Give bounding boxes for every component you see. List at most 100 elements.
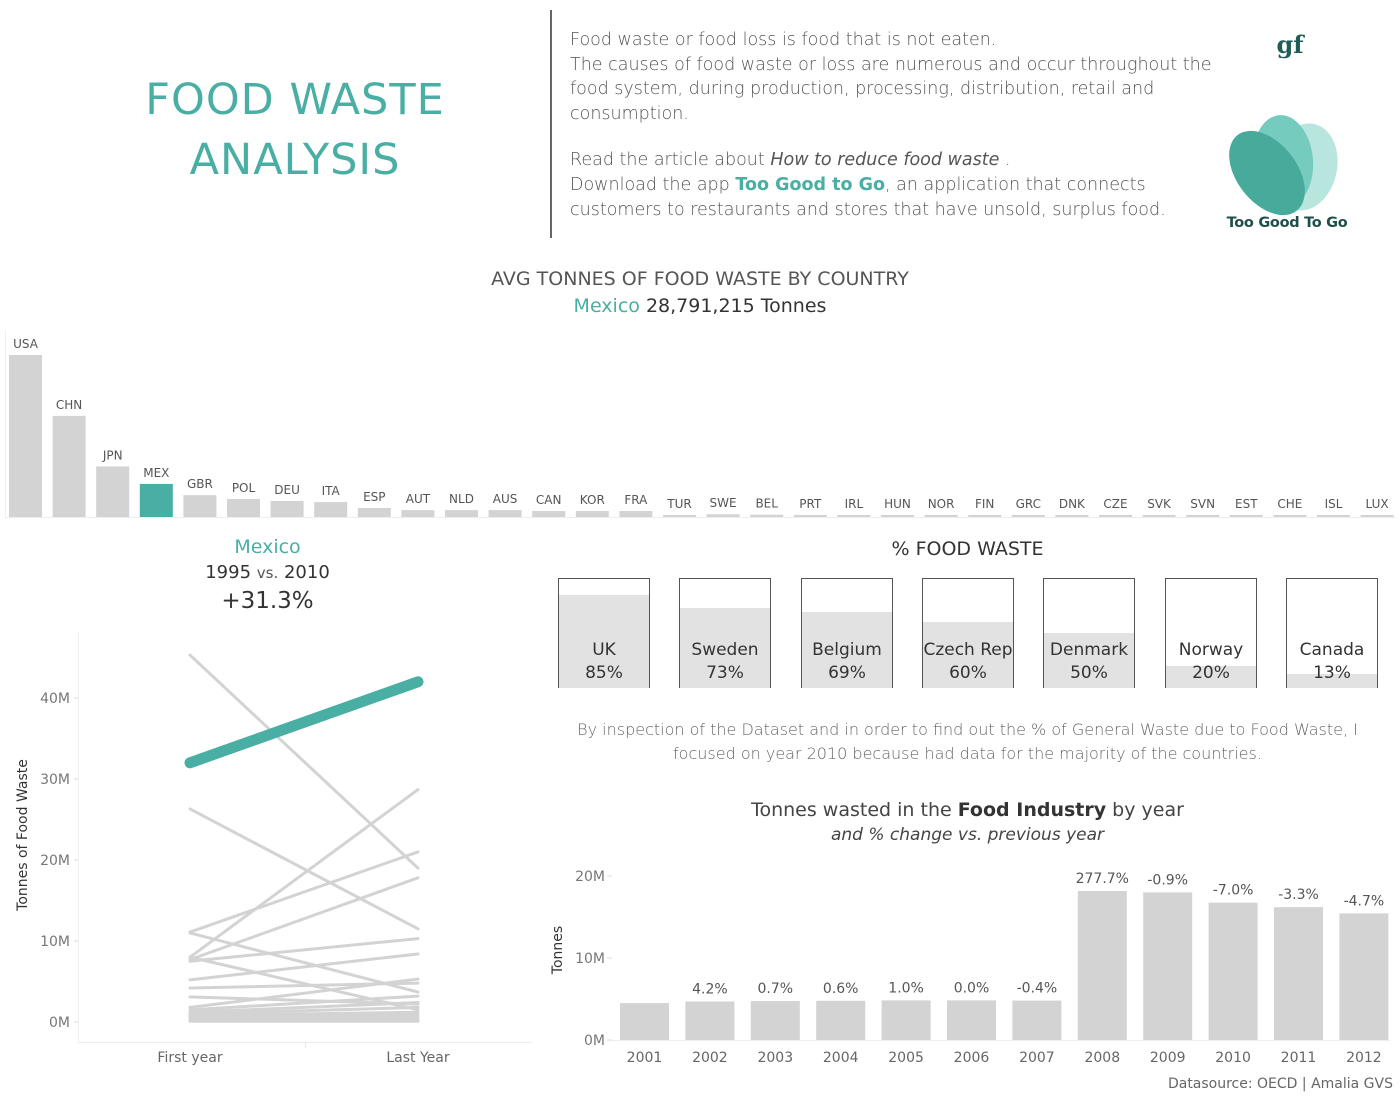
fi-x-label-2001: 2001 — [627, 1050, 663, 1066]
country-bar-chn[interactable] — [52, 415, 86, 517]
country-label-bel: BEL — [755, 497, 778, 511]
fi-bar-2001[interactable] — [620, 1003, 669, 1040]
country-bar-lux[interactable] — [1360, 515, 1394, 517]
country-bar-deu[interactable] — [270, 500, 304, 517]
fi-ytick-label: 20M — [575, 869, 605, 885]
pct-country-name: Canada — [1299, 640, 1365, 660]
fi-bar-2006[interactable] — [947, 1000, 996, 1040]
pct-box-belgium[interactable]: Belgium 69% — [801, 578, 893, 688]
fi-bar-2005[interactable] — [881, 1000, 931, 1040]
slope-line[interactable] — [188, 788, 420, 959]
pct-box-czech-rep[interactable]: Czech Rep 60% — [922, 578, 1014, 688]
slope-line[interactable] — [188, 994, 420, 1012]
fi-data-label-2004: 0.6% — [823, 981, 859, 997]
slope-line-mexico[interactable] — [184, 676, 424, 769]
slope-line[interactable] — [188, 1001, 420, 1014]
slope-line[interactable] — [188, 876, 420, 962]
country-bar-che[interactable] — [1273, 515, 1307, 517]
fi-x-label-2010: 2010 — [1215, 1050, 1251, 1066]
country-bar-svk[interactable] — [1142, 515, 1176, 517]
fi-bar-2012[interactable] — [1339, 913, 1389, 1040]
fi-bar-2008[interactable] — [1077, 891, 1127, 1040]
pct-label: Sweden 73% — [680, 639, 770, 685]
country-bar-aut[interactable] — [401, 510, 435, 517]
too-good-to-go-logo-icon[interactable] — [1225, 115, 1350, 240]
country-label-che: CHE — [1277, 497, 1302, 511]
fi-x-label-2011: 2011 — [1281, 1050, 1317, 1066]
article-line: Read the article about How to reduce foo… — [570, 148, 1220, 173]
country-bar-svn[interactable] — [1186, 515, 1220, 517]
fi-bar-2004[interactable] — [816, 1000, 866, 1040]
slope-line[interactable] — [188, 955, 420, 1012]
fi-x-label-2012: 2012 — [1346, 1050, 1382, 1066]
app-link[interactable]: Too Good to Go — [735, 174, 885, 195]
slope-x-label-last: Last Year — [386, 1050, 449, 1066]
country-bar-dnk[interactable] — [1055, 515, 1089, 517]
country-bar-mex[interactable] — [139, 483, 173, 517]
country-bar-jpn[interactable] — [96, 466, 130, 517]
country-bar-cze[interactable] — [1099, 515, 1132, 517]
country-bar-nld[interactable] — [445, 510, 478, 517]
country-label-swe: SWE — [710, 496, 737, 510]
pct-box-canada[interactable]: Canada 13% — [1286, 578, 1378, 688]
country-bar-ita[interactable] — [314, 502, 348, 517]
slope-line[interactable] — [188, 850, 420, 934]
country-bar-can[interactable] — [532, 511, 566, 517]
slope-line[interactable] — [188, 1005, 420, 1016]
slope-line[interactable] — [188, 1013, 420, 1019]
country-label-cze: CZE — [1103, 497, 1127, 511]
country-label-tur: TUR — [666, 497, 691, 511]
fi-bar-2003[interactable] — [750, 1001, 800, 1040]
country-bar-tur[interactable] — [663, 515, 696, 517]
country-bar-isl[interactable] — [1317, 515, 1350, 517]
slope-line[interactable] — [188, 807, 420, 931]
country-bar-esp[interactable] — [357, 508, 391, 517]
country-bar-swe[interactable] — [706, 514, 740, 517]
country-bar-usa[interactable] — [9, 355, 42, 517]
fi-bar-2010[interactable] — [1208, 902, 1258, 1040]
fi-data-label-2007: -0.4% — [1017, 981, 1058, 997]
country-bar-fin[interactable] — [968, 515, 1002, 517]
fi-bar-2011[interactable] — [1274, 907, 1323, 1040]
pct-box-denmark[interactable]: Denmark 50% — [1043, 578, 1135, 688]
slope-line[interactable] — [188, 977, 420, 1009]
country-bar-gbr[interactable] — [183, 495, 217, 517]
country-bar-nor[interactable] — [924, 515, 958, 517]
country-bar-kor[interactable] — [575, 511, 609, 517]
country-bar-hun[interactable] — [881, 515, 914, 517]
pct-box-uk[interactable]: UK 85% — [558, 578, 650, 688]
intro-line-1: Food waste or food loss is food that is … — [570, 30, 997, 50]
pct-box-sweden[interactable]: Sweden 73% — [679, 578, 771, 688]
slope-year-start: 1995 — [205, 562, 252, 583]
fi-x-label-2009: 2009 — [1150, 1050, 1186, 1066]
fi-bar-2007[interactable] — [1012, 1000, 1062, 1040]
fi-data-label-2012: -4.7% — [1344, 893, 1385, 909]
slope-line[interactable] — [188, 1015, 420, 1021]
selected-country: Mexico — [573, 295, 640, 317]
slope-line[interactable] — [188, 952, 420, 982]
slope-line[interactable] — [188, 1010, 420, 1018]
country-bar-prt[interactable] — [793, 514, 827, 517]
country-bar-aus[interactable] — [488, 510, 522, 517]
country-bar-bel[interactable] — [750, 514, 784, 517]
fi-bar-2002[interactable] — [685, 1001, 735, 1040]
intro-text: Food waste or food loss is food that is … — [570, 28, 1220, 222]
pct-value: 20% — [1192, 663, 1230, 683]
pct-fill — [802, 612, 892, 688]
country-bar-fra[interactable] — [619, 511, 653, 517]
pct-box-norway[interactable]: Norway 20% — [1165, 578, 1257, 688]
pct-food-waste-title: % FOOD WASTE — [891, 538, 1044, 560]
slope-line[interactable] — [188, 937, 420, 963]
slope-year-end: 2010 — [283, 562, 330, 583]
country-bar-irl[interactable] — [837, 515, 871, 517]
slope-line[interactable] — [188, 653, 420, 870]
country-bar-grc[interactable] — [1011, 515, 1045, 517]
fi-title-bold: Food Industry — [957, 799, 1107, 821]
country-bar-pol[interactable] — [227, 498, 260, 517]
fi-bar-2009[interactable] — [1143, 892, 1193, 1040]
slope-line[interactable] — [188, 931, 420, 994]
pct-label: Norway 20% — [1166, 639, 1256, 685]
article-link[interactable]: How to reduce food waste — [770, 150, 1000, 171]
country-bar-est[interactable] — [1229, 515, 1263, 517]
country-label-kor: KOR — [580, 493, 605, 507]
